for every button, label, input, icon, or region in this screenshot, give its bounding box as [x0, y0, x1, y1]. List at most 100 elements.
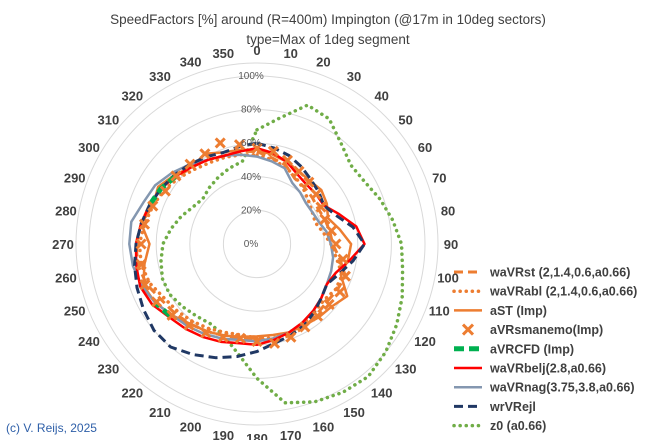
series-line — [139, 148, 353, 338]
legend-entry: aST (Imp) — [454, 304, 547, 318]
series-line — [128, 153, 335, 343]
data-point-marker — [251, 335, 263, 348]
angle-label: 110 — [429, 303, 450, 318]
angle-label: 290 — [64, 171, 86, 186]
data-point-marker — [139, 279, 151, 291]
angle-label: 170 — [280, 428, 302, 440]
angle-label: 120 — [414, 334, 436, 349]
data-point-marker — [339, 270, 351, 282]
series-3 — [135, 137, 351, 349]
radial-tick-label: 40% — [241, 172, 261, 183]
angle-label: 230 — [98, 362, 120, 377]
data-point-marker — [151, 296, 163, 308]
series-layer — [128, 103, 405, 405]
legend-entry: z0 (a0.66) — [452, 419, 546, 433]
data-point-marker — [299, 321, 311, 333]
data-point-marker — [323, 298, 335, 311]
angle-label: 90 — [444, 237, 458, 252]
radial-tick-label: 20% — [241, 205, 261, 216]
angle-label: 100 — [437, 271, 459, 286]
data-point-marker — [214, 137, 226, 149]
angle-label: 280 — [55, 203, 77, 218]
legend-label: waVRabl (2,1.4,0.6,a0.66) — [489, 285, 637, 299]
data-point-marker — [147, 200, 159, 212]
angle-label: 310 — [98, 112, 120, 127]
angle-label: 0 — [253, 43, 260, 58]
data-point-marker — [334, 286, 346, 298]
data-point-marker — [293, 165, 305, 177]
data-point-marker — [135, 258, 147, 270]
angle-label: 40 — [374, 88, 388, 103]
data-point-marker — [170, 170, 182, 182]
legend-entry: waVRbelj(2.8,a0.66) — [454, 362, 606, 376]
radial-tick-labels: 0% 20% 40% 60% 80% 100% — [238, 71, 264, 250]
data-point-marker — [166, 309, 178, 321]
data-point-marker — [184, 158, 196, 170]
angle-label: 220 — [121, 386, 143, 401]
legend-label: wrVRejl — [489, 400, 536, 414]
legend-label: aVRsmanemo(Imp) — [490, 323, 603, 337]
data-point-marker — [303, 176, 315, 188]
angle-label: 250 — [64, 303, 86, 318]
grid-ring-20 — [222, 209, 292, 279]
legend-entry: waVRst (2,1.4,0.6,a0.66) — [454, 266, 630, 280]
angle-label: 240 — [78, 334, 100, 349]
chart-subtitle: type=Max of 1deg segment — [246, 32, 409, 47]
angle-label: 190 — [212, 428, 234, 440]
angle-label: 320 — [121, 88, 143, 103]
data-point-marker — [135, 238, 147, 250]
legend-label: aST (Imp) — [490, 304, 547, 318]
series-6 — [128, 153, 335, 343]
legend-entry: aVRCFD (Imp) — [454, 342, 574, 356]
series-line — [159, 103, 405, 405]
series-8 — [159, 103, 405, 405]
legend-label: aVRCFD (Imp) — [490, 342, 574, 356]
data-point-marker — [267, 145, 279, 157]
legend-label: z0 (a0.66) — [490, 419, 546, 433]
angle-label: 70 — [432, 171, 446, 186]
data-point-marker — [330, 238, 342, 250]
data-point-marker — [200, 327, 212, 339]
data-point-marker — [251, 142, 263, 154]
data-point-marker — [319, 213, 331, 225]
angle-label: 350 — [212, 46, 234, 61]
chart-title: SpeedFactors [%] around (R=400m) Impingt… — [110, 12, 546, 27]
angle-label: 10 — [283, 46, 297, 61]
data-point-marker — [199, 148, 211, 160]
data-point-marker — [310, 188, 322, 200]
radial-tick-label: 0% — [244, 239, 259, 250]
angle-label: 60 — [418, 140, 432, 155]
angle-label: 30 — [347, 69, 361, 84]
legend-label: waVRnag(3.75,3.8,a0.66) — [489, 381, 635, 395]
legend-entry: aVRsmanemo(Imp) — [461, 323, 603, 337]
angle-label: 260 — [55, 271, 77, 286]
grid-ring-40 — [189, 176, 325, 312]
angle-label: 180 — [246, 431, 268, 440]
angle-label: 80 — [441, 203, 455, 218]
radial-tick-label: 60% — [241, 138, 261, 149]
data-point-marker — [138, 218, 151, 230]
data-point-marker — [183, 319, 195, 331]
data-point-marker — [337, 253, 349, 265]
radial-tick-label: 100% — [238, 71, 264, 82]
legend-entry: waVRnag(3.75,3.8,a0.66) — [454, 381, 635, 395]
angle-label: 160 — [313, 419, 335, 434]
angle-label: 200 — [180, 419, 202, 434]
data-point-marker — [315, 201, 327, 213]
data-point-marker — [325, 225, 338, 237]
series-line — [133, 141, 366, 360]
grid-ring-100 — [88, 75, 426, 413]
angle-label: 210 — [149, 405, 171, 420]
series-7 — [133, 141, 366, 360]
data-point-marker — [217, 331, 229, 343]
legend-entry: wrVRejl — [454, 400, 536, 414]
data-point-marker — [159, 185, 171, 197]
angle-label: 300 — [78, 140, 100, 155]
angle-label: 340 — [180, 55, 202, 70]
series-2 — [139, 148, 353, 338]
legend-label: waVRbelj(2.8,a0.66) — [489, 362, 606, 376]
grid-ring-outer — [75, 62, 439, 426]
data-point-marker — [233, 139, 246, 151]
